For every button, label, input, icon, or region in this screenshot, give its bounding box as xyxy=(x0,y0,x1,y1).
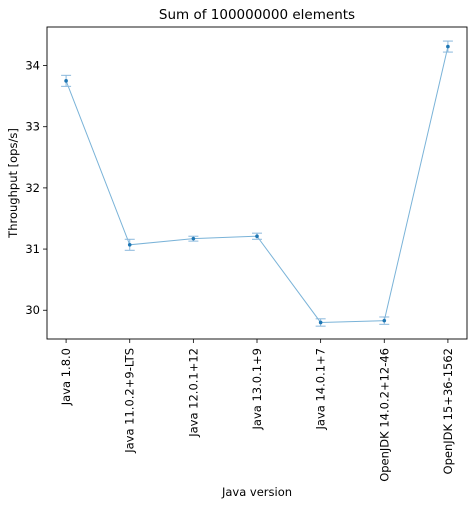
data-point xyxy=(255,234,259,239)
y-tick-label: 33 xyxy=(25,120,40,134)
x-tick-label: Java 1.8.0 xyxy=(59,348,73,406)
chart-title: Sum of 100000000 elements xyxy=(159,7,355,23)
x-axis-label: Java version xyxy=(221,485,292,499)
data-point xyxy=(318,320,323,325)
data-point xyxy=(446,44,450,49)
plot-frame xyxy=(46,26,468,340)
x-tick-label: Java 13.0.1+9 xyxy=(250,348,264,430)
y-tick-label: 30 xyxy=(25,303,40,317)
y-tick-label: 34 xyxy=(25,59,40,73)
series-line xyxy=(65,46,449,323)
data-point xyxy=(382,318,387,323)
x-tick-label: OpenJDK 15+36-1562 xyxy=(441,348,455,474)
data-point xyxy=(191,236,196,241)
y-tick-label: 32 xyxy=(25,181,40,195)
data-point xyxy=(64,79,68,83)
y-tick-label: 31 xyxy=(25,242,40,256)
data-point xyxy=(127,242,132,247)
x-tick-label: Java 12.0.1+12 xyxy=(186,348,200,438)
x-tick-label: Java 11.0.2+9-LTS xyxy=(123,348,137,454)
x-tick-label: OpenJDK 14.0.2+12-46 xyxy=(377,348,391,482)
x-tick-label: Java 14.0.1+7 xyxy=(314,348,328,430)
plot-area: 30 31 32 33 34 Java 1.8.0 Java 11.0.2+9-LTS Jav… xyxy=(25,26,468,482)
y-axis-label: Throughput [ops/s] xyxy=(6,128,20,239)
